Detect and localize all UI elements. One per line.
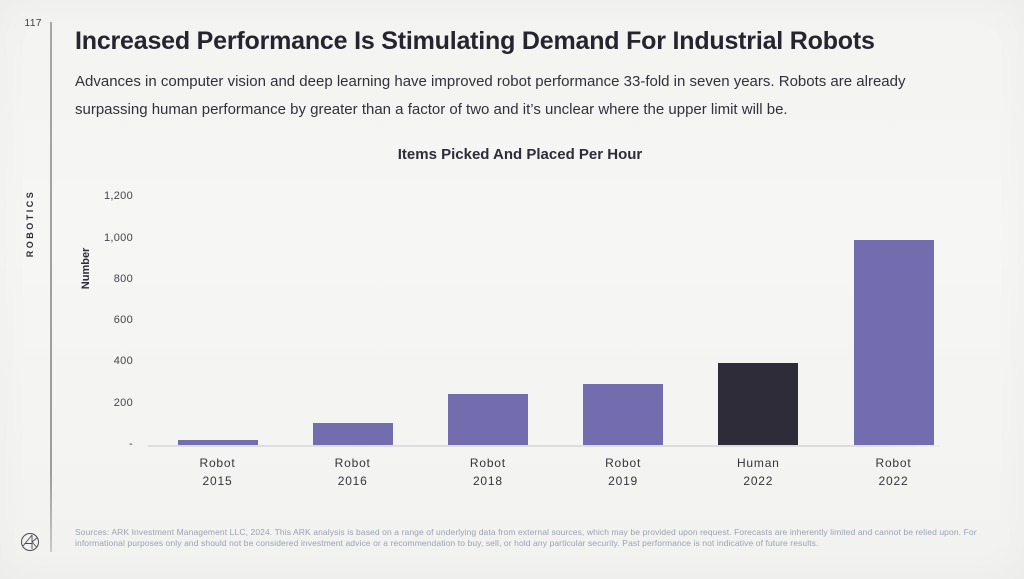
page-title: Increased Performance Is Stimulating Dem… [75,27,875,55]
x-axis-label-robot-2016: Robot 2016 [334,456,371,488]
ark-logo-icon [18,530,42,559]
bar-robot-2016 [312,423,393,446]
page-subtitle: Advances in computer vision and deep lea… [75,73,906,118]
page-number: 117 [24,18,42,29]
bar-robot-2018 [447,394,528,446]
bar-robot-2015 [177,439,258,446]
y-axis-tick-1200: 1,200 [103,190,133,203]
x-axis-line [148,445,940,447]
chart-title: Items Picked And Placed Per Hour [397,146,643,163]
y-axis-tick-1000: 1,000 [103,231,133,244]
y-axis-tick-800: 800 [113,272,133,285]
bar-robot-2022 [853,239,934,446]
y-axis-tick-600: 600 [113,314,133,327]
y-axis-tick-: - [129,438,133,450]
footer-disclaimer: Sources: ARK Investment Management LLC, … [75,527,977,548]
x-axis-label-robot-2022: Robot 2022 [875,456,912,488]
y-axis-tick-400: 400 [113,355,133,368]
bar-robot-2019 [583,384,664,446]
x-axis-label-robot-2015: Robot 2015 [199,456,236,488]
y-axis-tick-200: 200 [113,396,133,409]
vertical-divider [50,22,52,552]
x-axis-label-robot-2018: Robot 2018 [469,456,506,488]
x-axis-label-robot-2019: Robot 2019 [605,456,642,488]
bar-human-2022 [718,363,799,446]
x-axis-label-human-2022: Human 2022 [736,456,780,488]
